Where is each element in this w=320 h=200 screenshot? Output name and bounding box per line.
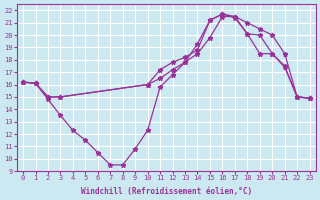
X-axis label: Windchill (Refroidissement éolien,°C): Windchill (Refroidissement éolien,°C) bbox=[81, 187, 252, 196]
